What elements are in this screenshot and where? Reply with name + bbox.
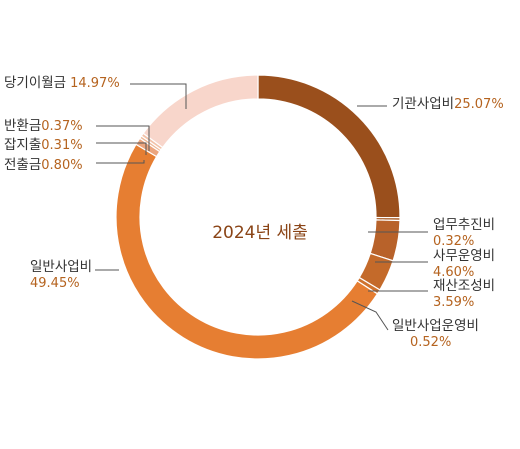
slice-label-value: 49.45% bbox=[30, 276, 80, 291]
leader-line bbox=[96, 125, 150, 151]
leader-line bbox=[351, 300, 389, 331]
slice-label: 기관사업비25.07% bbox=[392, 96, 504, 112]
slice-label-name: 당기이월금 bbox=[4, 75, 66, 91]
slice-label-name: 기관사업비 bbox=[392, 96, 454, 112]
slice-label: 재산조성비 bbox=[433, 278, 495, 294]
slice-label-value: 0.31% bbox=[41, 138, 82, 153]
slice-label-value: 25.07% bbox=[454, 97, 504, 112]
chart-title: 2024년 세출 bbox=[212, 223, 308, 243]
slice-label: 업무추진비 bbox=[433, 217, 495, 233]
slice-label-value: 14.97% bbox=[70, 76, 120, 91]
slice-label-value: 0.32% bbox=[433, 234, 474, 249]
slice-5 bbox=[115, 143, 379, 360]
slice-labels: 기관사업비25.07% 업무추진비0.32%사무운영비4.60%재산조성비3.59… bbox=[4, 75, 504, 350]
slice-label-value: 0.52% bbox=[410, 335, 451, 350]
slice-label: 사무운영비 bbox=[433, 248, 495, 264]
slice-label-name: 일반사업비 bbox=[30, 259, 92, 275]
slice-label-value: 0.80% bbox=[41, 158, 82, 173]
slice-label: 잡지출0.31% bbox=[4, 137, 83, 153]
slice-0 bbox=[257, 74, 401, 219]
leader-line bbox=[96, 160, 145, 164]
slice-label-value: 0.37% bbox=[41, 119, 82, 134]
slice-label-name: 일반사업운영비 bbox=[392, 318, 479, 334]
slice-label: 전출금0.80% bbox=[4, 157, 83, 173]
slice-label: 당기이월금 14.97% bbox=[4, 75, 120, 91]
slice-label-name: 반환금 bbox=[4, 118, 41, 134]
slice-label-value: 4.60% bbox=[433, 265, 474, 280]
slice-label: 일반사업운영비 bbox=[392, 318, 479, 334]
slice-label-name: 재산조성비 bbox=[433, 278, 495, 294]
slice-label: 일반사업비 bbox=[30, 259, 92, 275]
slice-label-value: 3.59% bbox=[433, 295, 474, 310]
donut-slices bbox=[115, 74, 401, 360]
slice-label-name: 업무추진비 bbox=[433, 217, 495, 233]
leader-lines bbox=[95, 83, 428, 331]
leader-line bbox=[130, 83, 187, 109]
slice-label-name: 사무운영비 bbox=[433, 248, 495, 264]
slice-label-name: 전출금 bbox=[4, 157, 41, 173]
slice-label: 반환금0.37% bbox=[4, 118, 83, 134]
leader-line bbox=[96, 142, 147, 155]
slice-9 bbox=[142, 74, 259, 149]
slice-label-name: 잡지출 bbox=[4, 137, 41, 153]
